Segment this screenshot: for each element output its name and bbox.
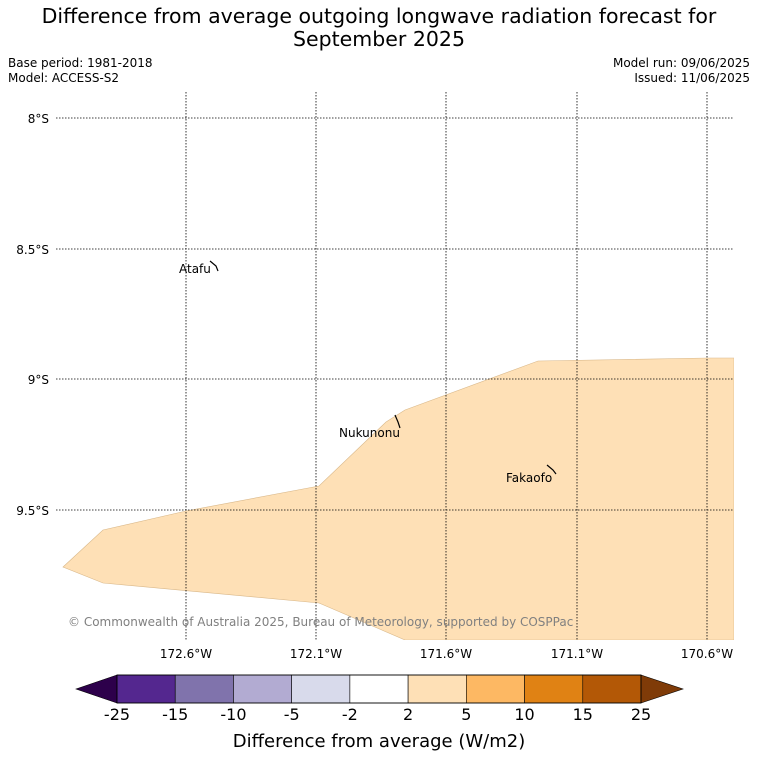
place-labels: Atafu Nukunonu Fakaofo [179,262,552,485]
map-title: Difference from average outgoing longwav… [0,5,758,51]
model-name: Model: ACCESS-S2 [8,71,120,85]
fakaofo-atoll [546,464,557,475]
colorbar-bin [524,674,584,704]
place-label-fakaofo: Fakaofo [506,471,552,485]
lat-label: 9°S [28,373,49,387]
atafu-atoll [209,260,219,272]
colorbar-tick-label: 2 [403,705,413,724]
colorbar-bin [349,674,409,704]
nukunonu-atoll [394,414,401,429]
colorbar: -25 -15 -10 -5 -2 2 5 10 15 25 Difference from av… [75,674,684,752]
longitude-labels: 172.6°W 172.1°W 171.6°W 171.1°W 170.6°W [160,647,733,661]
colorbar-bin [116,674,176,704]
place-label-nukunonu: Nukunonu [339,426,400,440]
colorbar-ticks: -25 -15 -10 -5 -2 2 5 10 15 25 [104,705,651,724]
issued-date: Issued: 11/06/2025 [634,71,750,85]
colorbar-title: Difference from average (W/m2) [233,731,525,752]
latitude-labels: 8°S 8.5°S 9°S 9.5°S [16,112,49,518]
model-run: Model run: 09/06/2025 [612,56,750,70]
title-line-2: September 2025 [293,27,465,51]
title-line-1: Difference from average outgoing longwav… [41,4,717,28]
colorbar-bin [407,674,467,704]
lat-label: 8.5°S [16,243,49,257]
metadata-right: Model run: 09/06/2025 Issued: 11/06/2025 [613,56,750,86]
anomaly-region [62,357,734,640]
place-label-atafu: Atafu [179,262,211,276]
colorbar-tick-label: -10 [220,705,246,724]
graticule [56,92,734,640]
lon-label: 171.6°W [420,647,472,661]
lon-label: 171.1°W [551,647,603,661]
atolls [209,260,557,475]
lon-label: 172.6°W [160,647,212,661]
lon-label: 172.1°W [290,647,342,661]
colorbar-tick-label: 15 [573,705,593,724]
colorbar-tick-label: -15 [162,705,188,724]
colorbar-bins [116,674,642,704]
colorbar-bin [233,674,292,704]
colorbar-outline [116,674,642,704]
metadata-left: Base period: 1981-2018 Model: ACCESS-S2 [8,56,153,86]
lat-label: 8°S [28,112,49,126]
colorbar-tick-label: -2 [342,705,358,724]
colorbar-bin [582,674,642,704]
lat-label: 9.5°S [16,504,49,518]
colorbar-under-arrow [75,674,118,704]
copyright-credit: © Commonwealth of Australia 2025, Bureau… [68,615,573,629]
colorbar-tick-label: 5 [461,705,471,724]
base-period: Base period: 1981-2018 [8,56,153,70]
colorbar-bin [466,674,525,704]
map-area [62,357,734,640]
colorbar-tick-label: -25 [104,705,130,724]
lon-label: 170.6°W [681,647,733,661]
colorbar-over-arrow [640,674,684,704]
colorbar-bin [291,674,351,704]
colorbar-tick-label: 10 [514,705,534,724]
colorbar-bin [174,674,234,704]
colorbar-tick-label: -5 [284,705,300,724]
colorbar-tick-label: 25 [631,705,651,724]
